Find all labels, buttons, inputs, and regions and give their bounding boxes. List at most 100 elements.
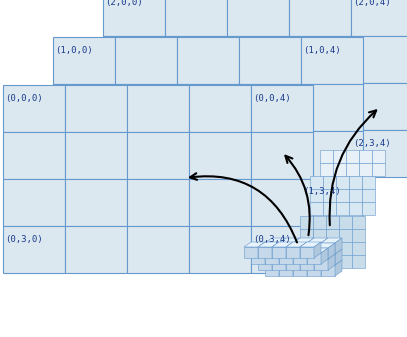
Polygon shape — [314, 259, 328, 270]
Bar — [346, 163, 359, 176]
Bar — [336, 189, 349, 202]
Bar — [165, 36, 227, 83]
Polygon shape — [307, 260, 328, 265]
Bar — [351, 130, 407, 177]
Bar — [349, 176, 362, 189]
Bar — [227, 130, 289, 177]
Text: (2,3,4): (2,3,4) — [354, 139, 391, 148]
Bar — [362, 189, 375, 202]
Text: (2,0,4): (2,0,4) — [354, 0, 391, 7]
Bar — [65, 179, 127, 226]
Polygon shape — [307, 249, 314, 265]
Polygon shape — [300, 247, 314, 258]
Bar — [165, 83, 227, 130]
Polygon shape — [272, 242, 279, 258]
Polygon shape — [293, 249, 300, 265]
Bar — [127, 132, 189, 179]
Polygon shape — [300, 259, 314, 270]
Polygon shape — [293, 260, 300, 276]
Polygon shape — [272, 242, 293, 247]
Bar — [53, 37, 115, 84]
Bar — [189, 132, 251, 179]
Polygon shape — [244, 242, 265, 247]
Bar — [313, 216, 326, 229]
Polygon shape — [314, 243, 335, 248]
Bar — [177, 84, 239, 131]
Polygon shape — [314, 243, 321, 259]
Polygon shape — [293, 265, 307, 276]
Bar — [320, 163, 333, 176]
Polygon shape — [335, 260, 342, 276]
Polygon shape — [286, 243, 293, 259]
Polygon shape — [293, 238, 300, 254]
Text: (2,0,0): (2,0,0) — [105, 0, 143, 7]
Bar — [165, 0, 227, 36]
Polygon shape — [258, 242, 279, 247]
Bar — [177, 178, 239, 225]
Polygon shape — [279, 238, 286, 254]
Polygon shape — [279, 249, 286, 265]
Bar — [320, 150, 333, 163]
Polygon shape — [258, 254, 279, 259]
Polygon shape — [251, 248, 272, 253]
Polygon shape — [258, 242, 265, 258]
Bar — [289, 130, 351, 177]
Polygon shape — [293, 249, 314, 254]
Text: (0,3,4): (0,3,4) — [254, 235, 291, 244]
Bar — [349, 202, 362, 215]
Polygon shape — [321, 265, 335, 276]
Bar — [323, 176, 336, 189]
Polygon shape — [307, 248, 328, 253]
Bar — [239, 84, 301, 131]
Bar — [53, 131, 115, 178]
Polygon shape — [265, 253, 279, 264]
Bar — [3, 179, 65, 226]
Bar — [323, 189, 336, 202]
Bar — [359, 163, 372, 176]
Bar — [227, 36, 289, 83]
Bar — [352, 255, 365, 268]
Polygon shape — [328, 243, 335, 259]
Bar — [333, 150, 346, 163]
Text: (1,0,0): (1,0,0) — [55, 45, 93, 55]
Polygon shape — [321, 238, 342, 243]
Polygon shape — [293, 260, 314, 265]
Bar — [362, 202, 375, 215]
Polygon shape — [258, 248, 272, 259]
Polygon shape — [293, 254, 307, 265]
Polygon shape — [272, 259, 286, 270]
Bar — [189, 179, 251, 226]
Polygon shape — [307, 260, 314, 276]
Polygon shape — [300, 254, 307, 270]
Bar — [115, 37, 177, 84]
Bar — [336, 202, 349, 215]
Bar — [3, 132, 65, 179]
Polygon shape — [279, 243, 293, 254]
Polygon shape — [258, 259, 272, 270]
Bar — [301, 178, 363, 225]
Polygon shape — [300, 254, 321, 259]
Bar — [359, 150, 372, 163]
Bar — [289, 36, 351, 83]
Bar — [300, 216, 313, 229]
Bar — [336, 176, 349, 189]
Polygon shape — [293, 243, 307, 254]
Bar — [300, 229, 313, 242]
Polygon shape — [272, 248, 286, 259]
Text: (1,0,4): (1,0,4) — [304, 45, 341, 55]
Bar — [251, 85, 313, 132]
Bar — [251, 179, 313, 226]
Polygon shape — [286, 259, 300, 270]
Polygon shape — [300, 248, 314, 259]
Polygon shape — [314, 248, 328, 259]
Bar — [177, 37, 239, 84]
Polygon shape — [279, 248, 300, 253]
Bar — [346, 150, 359, 163]
Bar — [239, 131, 301, 178]
Bar — [301, 131, 363, 178]
Text: (1,3,4): (1,3,4) — [304, 187, 341, 196]
Polygon shape — [307, 248, 314, 264]
Bar — [189, 226, 251, 273]
Polygon shape — [293, 248, 300, 264]
Polygon shape — [307, 249, 328, 254]
